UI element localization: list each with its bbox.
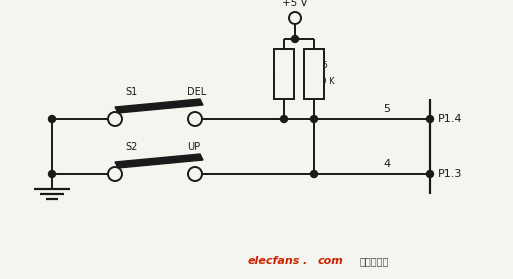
Text: R4: R4: [272, 61, 284, 71]
Text: 4: 4: [383, 159, 390, 169]
Text: P1.4: P1.4: [438, 114, 463, 124]
Circle shape: [289, 12, 301, 24]
Text: 10 K: 10 K: [316, 78, 334, 86]
Circle shape: [291, 35, 299, 42]
Text: +5 V: +5 V: [282, 0, 308, 8]
Polygon shape: [115, 99, 203, 113]
Circle shape: [108, 167, 122, 181]
Bar: [274, 49, 294, 99]
Circle shape: [310, 170, 318, 177]
Circle shape: [108, 112, 122, 126]
Circle shape: [188, 167, 202, 181]
Text: com: com: [318, 256, 344, 266]
Circle shape: [310, 116, 318, 122]
Text: P1.3: P1.3: [438, 169, 462, 179]
Text: 5: 5: [384, 104, 390, 114]
Text: S1: S1: [125, 87, 137, 97]
Circle shape: [426, 170, 433, 177]
Text: 10 K: 10 K: [272, 78, 291, 86]
Text: elecfans: elecfans: [248, 256, 300, 266]
Circle shape: [426, 116, 433, 122]
Circle shape: [281, 116, 287, 122]
Text: S2: S2: [125, 142, 137, 152]
Text: DEL: DEL: [187, 87, 206, 97]
Bar: [304, 49, 324, 99]
Text: UP: UP: [187, 142, 200, 152]
Circle shape: [49, 116, 55, 122]
Circle shape: [49, 170, 55, 177]
Text: 电子发烧友: 电子发烧友: [360, 256, 389, 266]
Text: .: .: [302, 256, 306, 266]
Text: R5: R5: [316, 61, 328, 71]
Polygon shape: [115, 154, 203, 168]
Circle shape: [188, 112, 202, 126]
